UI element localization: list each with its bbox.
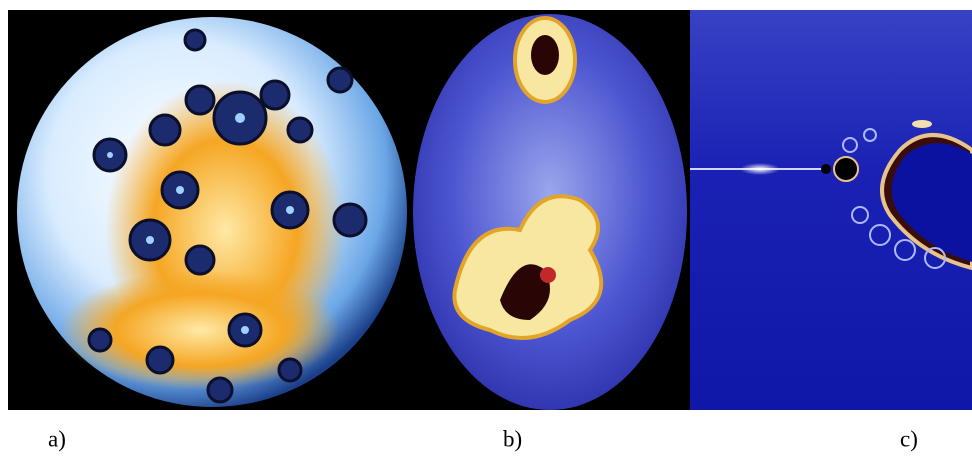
panel-c <box>690 10 972 410</box>
panel-label: a) <box>48 426 66 451</box>
page: a) b) c) (() => { const data = JSON.pars… <box>0 0 972 461</box>
panel-label: b) <box>503 426 522 451</box>
panel-b <box>410 10 690 410</box>
panel-a <box>8 10 410 410</box>
figure: a) b) c) <box>0 0 972 461</box>
panel-label: c) <box>900 426 918 451</box>
